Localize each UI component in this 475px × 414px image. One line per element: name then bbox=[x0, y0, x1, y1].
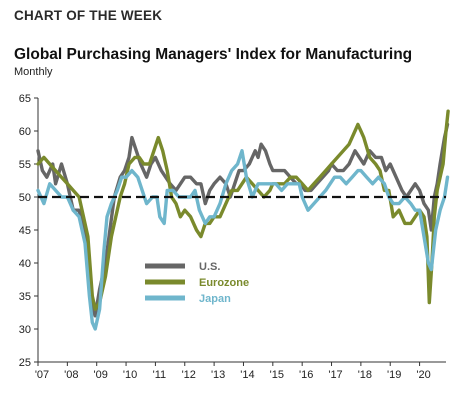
y-tick-label-35: 35 bbox=[19, 291, 31, 303]
x-tick-label-2019: '19 bbox=[387, 369, 401, 381]
series-line-japan bbox=[36, 149, 450, 331]
x-tick-label-2008: '08 bbox=[64, 369, 78, 381]
y-tick-label-45: 45 bbox=[19, 225, 31, 237]
y-tick-label-25: 25 bbox=[19, 357, 31, 369]
y-tick-label-55: 55 bbox=[19, 159, 31, 171]
x-tick-label-2013: '13 bbox=[211, 369, 225, 381]
x-tick-label-2011: '11 bbox=[153, 369, 167, 381]
x-tick-label-2016: '16 bbox=[299, 369, 313, 381]
y-tick-label-30: 30 bbox=[19, 324, 31, 336]
x-tick-label-2017: '17 bbox=[328, 369, 342, 381]
legend-label-eurozone: Eurozone bbox=[199, 277, 249, 289]
y-tick-label-40: 40 bbox=[19, 258, 31, 270]
x-tick-label-2018: '18 bbox=[358, 369, 372, 381]
chart-subtitle: Monthly bbox=[14, 66, 53, 78]
x-tick-label-2009: '09 bbox=[94, 369, 108, 381]
x-tick-label-2015: '15 bbox=[270, 369, 284, 381]
chart-kicker: CHART OF THE WEEK bbox=[14, 8, 163, 23]
chart-title: Global Purchasing Managers' Index for Ma… bbox=[14, 46, 413, 63]
x-tick-label-2010: '10 bbox=[123, 369, 137, 381]
x-tick-label-2020: '20 bbox=[416, 369, 430, 381]
series-line-eurozone bbox=[36, 109, 450, 311]
legend-label-us: U.S. bbox=[199, 261, 220, 273]
y-tick-label-60: 60 bbox=[19, 126, 31, 138]
x-tick-label-2012: '12 bbox=[182, 369, 196, 381]
legend-label-japan: Japan bbox=[199, 293, 231, 305]
x-tick-label-2014: '14 bbox=[240, 369, 254, 381]
x-tick-label-2007: '07 bbox=[35, 369, 49, 381]
y-tick-label-65: 65 bbox=[19, 93, 31, 105]
series-line-us bbox=[36, 122, 450, 318]
y-tick-label-50: 50 bbox=[19, 192, 31, 204]
